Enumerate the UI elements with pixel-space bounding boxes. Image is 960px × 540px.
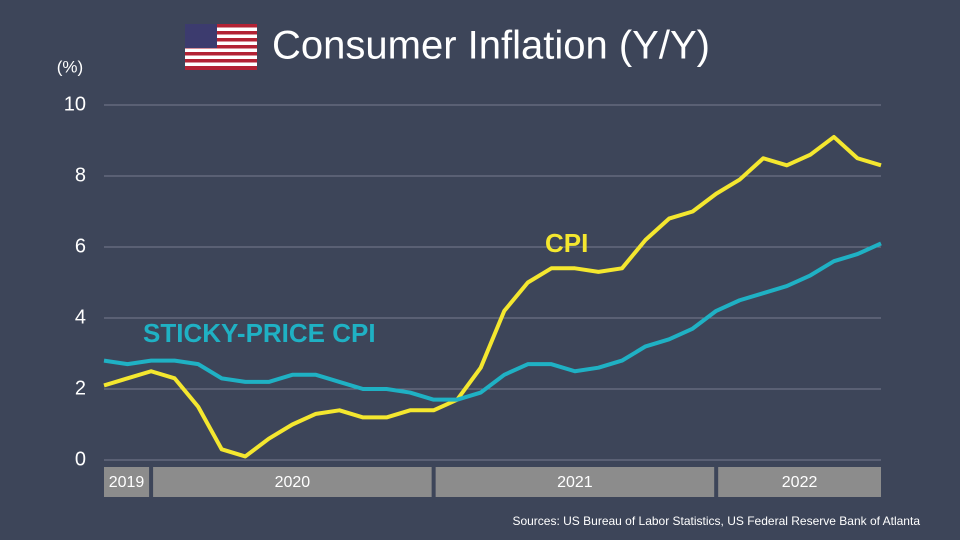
series-label: STICKY-PRICE CPI	[143, 318, 376, 348]
x-group-label: 2020	[275, 474, 311, 491]
y-tick-label: 10	[64, 93, 86, 115]
flag	[185, 24, 257, 70]
x-group-label: 2022	[782, 474, 818, 491]
year-band	[104, 467, 150, 497]
series-line	[103, 241, 882, 402]
chart-title: Consumer Inflation (Y/Y)	[272, 24, 710, 68]
year-band	[435, 467, 715, 497]
source: Sources: US Bureau of Labor Statistics, …	[512, 514, 920, 528]
series-label: CPI	[545, 228, 588, 258]
x-group-label: 2019	[109, 474, 145, 491]
y-tick-label: 0	[75, 448, 86, 470]
y-tick-label: 6	[75, 235, 86, 257]
y-unit: (%)	[57, 57, 83, 76]
year-band	[718, 467, 881, 497]
series-line	[103, 134, 882, 459]
year-band	[153, 467, 432, 497]
y-tick-label: 4	[75, 306, 86, 328]
y-tick-label: 8	[75, 164, 86, 186]
x-group-label: 2021	[557, 474, 593, 491]
y-tick-label: 2	[75, 377, 86, 399]
